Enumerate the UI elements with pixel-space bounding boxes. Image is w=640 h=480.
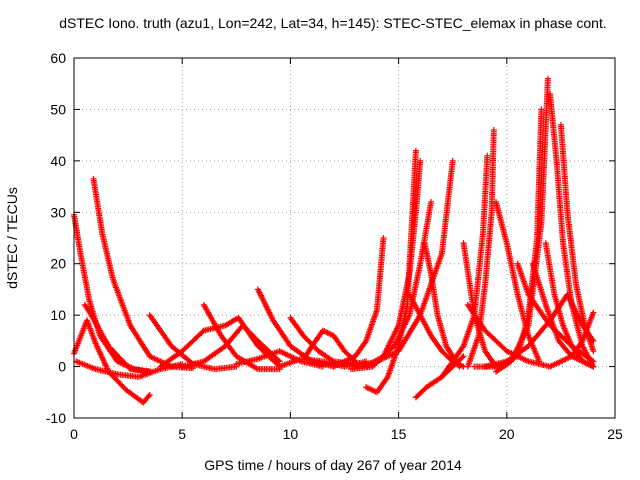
series-arc-9 bbox=[179, 322, 283, 370]
series-arc-22 bbox=[421, 240, 463, 370]
x-tick-label: 20 bbox=[499, 426, 515, 442]
series-arc-32 bbox=[482, 291, 597, 370]
x-tick-label: 15 bbox=[391, 426, 407, 442]
y-tick-label: 40 bbox=[50, 153, 66, 169]
y-axis-label: dSTEC / TECUs bbox=[4, 187, 20, 289]
series-markers bbox=[200, 301, 283, 373]
x-tick-label: 25 bbox=[607, 426, 623, 442]
series-markers bbox=[81, 301, 155, 375]
series-arc-5 bbox=[73, 358, 186, 380]
series-arc-19 bbox=[352, 157, 456, 370]
series-markers bbox=[352, 157, 456, 370]
series-markers bbox=[179, 322, 283, 370]
y-tick-label: 0 bbox=[58, 359, 66, 375]
series-markers bbox=[482, 291, 597, 370]
series-markers bbox=[421, 240, 463, 370]
y-tick-label: 30 bbox=[50, 204, 66, 220]
x-tick-label: 0 bbox=[70, 426, 78, 442]
series-markers bbox=[157, 314, 283, 370]
series-markers bbox=[493, 75, 551, 375]
series-arc-24 bbox=[464, 127, 497, 370]
x-tick-label: 10 bbox=[283, 426, 299, 442]
x-axis-label: GPS time / hours of day 267 of year 2014 bbox=[204, 457, 462, 473]
y-tick-label: 60 bbox=[50, 50, 66, 66]
data-points bbox=[71, 75, 597, 406]
series-markers bbox=[73, 358, 186, 380]
chart-title: dSTEC Iono. truth (azu1, Lon=242, Lat=34… bbox=[59, 15, 606, 31]
series-arc-7 bbox=[157, 314, 283, 370]
y-tick-label: 10 bbox=[50, 307, 66, 323]
series-markers bbox=[302, 327, 359, 365]
series-markers bbox=[330, 235, 387, 370]
plot-frame bbox=[73, 57, 616, 419]
y-tick-label: -10 bbox=[46, 410, 66, 426]
series-arc-28 bbox=[493, 75, 551, 375]
series-arc-34 bbox=[464, 301, 554, 370]
series-arc-15 bbox=[330, 235, 387, 370]
x-tick-label: 5 bbox=[178, 426, 186, 442]
series-arc-3 bbox=[81, 301, 155, 375]
series-arc-8 bbox=[200, 301, 283, 373]
y-tick-label: 20 bbox=[50, 256, 66, 272]
y-tick-label: 50 bbox=[50, 101, 66, 117]
series-arc-36 bbox=[514, 260, 597, 365]
series-arc-13 bbox=[302, 327, 359, 365]
series-markers bbox=[464, 301, 554, 370]
series-markers bbox=[464, 127, 497, 370]
series-markers bbox=[514, 260, 597, 365]
